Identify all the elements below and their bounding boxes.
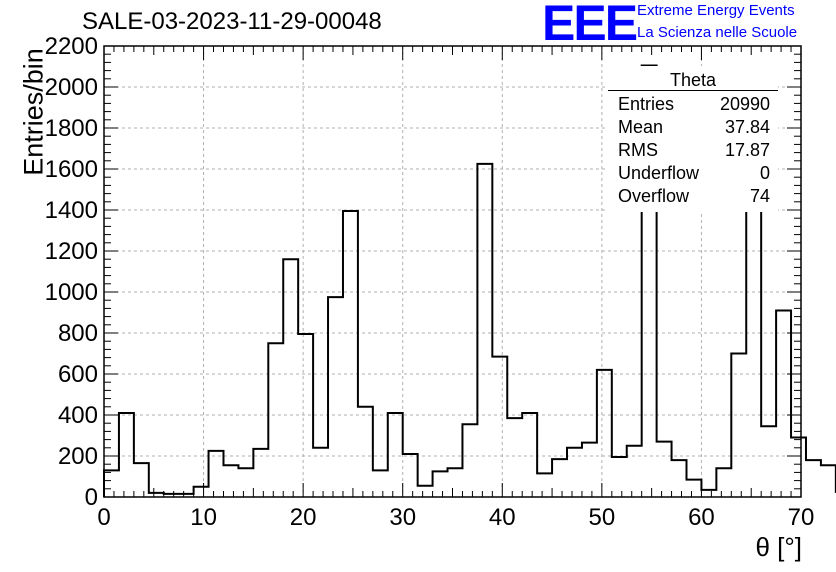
histogram-bin xyxy=(209,451,224,497)
x-tick-label: 40 xyxy=(489,504,516,531)
histogram-bin xyxy=(791,438,806,497)
histogram-bin xyxy=(462,424,477,497)
stats-value: 17.87 xyxy=(724,140,770,160)
stats-row-entries: Entries 20990 xyxy=(618,94,770,116)
histogram-bin xyxy=(686,480,701,497)
histogram-bin xyxy=(328,297,343,497)
run-title: SALE-03-2023-11-29-00048 xyxy=(82,8,382,35)
y-tick-label: 400 xyxy=(58,402,98,429)
y-tick-label: 1200 xyxy=(45,238,98,265)
stats-row-underflow: Underflow 0 xyxy=(618,163,770,185)
y-tick-label: 0 xyxy=(85,484,98,511)
x-tick-label: 10 xyxy=(190,504,217,531)
histogram-bin xyxy=(358,407,373,497)
stats-title: Theta xyxy=(669,70,717,90)
histogram-bin xyxy=(612,457,627,497)
histogram-bin xyxy=(343,211,358,497)
histogram-bin xyxy=(507,418,522,497)
y-axis-label: Entries/bin xyxy=(18,48,49,176)
x-tick-label: 0 xyxy=(97,504,110,531)
histogram-bin xyxy=(537,473,552,497)
stats-divider xyxy=(608,90,778,91)
histogram-bin xyxy=(492,357,507,497)
histogram-bin xyxy=(403,454,418,497)
histogram-bin xyxy=(597,370,612,497)
histogram-bin xyxy=(119,413,134,497)
histogram-bin xyxy=(477,164,492,497)
stats-value: 20990 xyxy=(719,94,770,114)
x-axis-label: θ [°] xyxy=(755,532,802,562)
stats-label: Entries xyxy=(618,94,675,114)
histogram-bin xyxy=(388,413,403,497)
y-tick-label: 2200 xyxy=(45,33,98,60)
y-tick-label: 2000 xyxy=(45,74,98,101)
y-tick-label: 800 xyxy=(58,320,98,347)
stats-value: 0 xyxy=(759,163,770,183)
histogram-bin xyxy=(238,468,253,497)
y-tick-label: 1600 xyxy=(45,156,98,183)
histogram-bin xyxy=(253,449,268,497)
histogram-bin xyxy=(821,465,836,497)
histogram-outline xyxy=(103,64,836,497)
histogram-bin xyxy=(716,468,731,497)
eee-logo-line1: Extreme Energy Events xyxy=(637,2,795,19)
stats-label: Overflow xyxy=(618,186,690,206)
histogram-bin xyxy=(418,486,433,497)
stats-label: Underflow xyxy=(618,163,700,183)
histogram-bin xyxy=(283,259,298,497)
y-tick-label: 600 xyxy=(58,361,98,388)
histogram-bin xyxy=(582,443,597,497)
histogram-bin xyxy=(672,460,687,497)
stats-value: 74 xyxy=(749,186,770,206)
stats-label: RMS xyxy=(618,140,658,160)
x-tick-label: 60 xyxy=(688,504,715,531)
y-tick-label: 1800 xyxy=(45,115,98,142)
stats-label: Mean xyxy=(618,117,664,137)
stats-value: 37.84 xyxy=(724,117,770,137)
histogram-bin xyxy=(776,310,791,497)
x-tick-label: 50 xyxy=(589,504,616,531)
histogram-bin xyxy=(448,468,463,497)
eee-logo-line2: La Scienza nelle Scuole xyxy=(637,24,798,41)
histogram-bin xyxy=(522,413,537,497)
histogram-bin xyxy=(134,463,149,497)
histogram-bin xyxy=(627,446,642,497)
histogram-bin xyxy=(731,354,746,498)
histogram-bin xyxy=(761,426,776,497)
histogram-bin xyxy=(194,487,209,497)
histogram-bin xyxy=(806,460,821,497)
histogram-bin xyxy=(298,334,313,497)
histogram-bin xyxy=(552,459,567,497)
histogram-bin xyxy=(657,442,672,497)
eee-logo-letters: EEE xyxy=(542,0,638,51)
y-tick-label: 1000 xyxy=(45,279,98,306)
histogram-bin xyxy=(433,471,448,497)
x-tick-label: 30 xyxy=(389,504,416,531)
histogram-bin xyxy=(104,470,119,497)
stats-box: Theta Entries 20990 Mean 37.84 RMS 17.87… xyxy=(608,66,778,212)
stats-row-rms: RMS 17.87 xyxy=(618,140,770,162)
y-tick-label: 1400 xyxy=(45,197,98,224)
y-tick-label: 200 xyxy=(58,443,98,470)
stats-row-overflow: Overflow 74 xyxy=(618,186,770,208)
histogram-bin xyxy=(268,343,283,497)
histogram-bin xyxy=(373,470,388,497)
stats-row-mean: Mean 37.84 xyxy=(618,117,770,139)
histogram-bin xyxy=(701,490,716,497)
x-tick-label: 20 xyxy=(290,504,317,531)
histogram-bin xyxy=(223,465,238,497)
histogram-bin xyxy=(313,448,328,497)
histogram-bin xyxy=(567,448,582,497)
x-tick-label: 70 xyxy=(788,504,815,531)
